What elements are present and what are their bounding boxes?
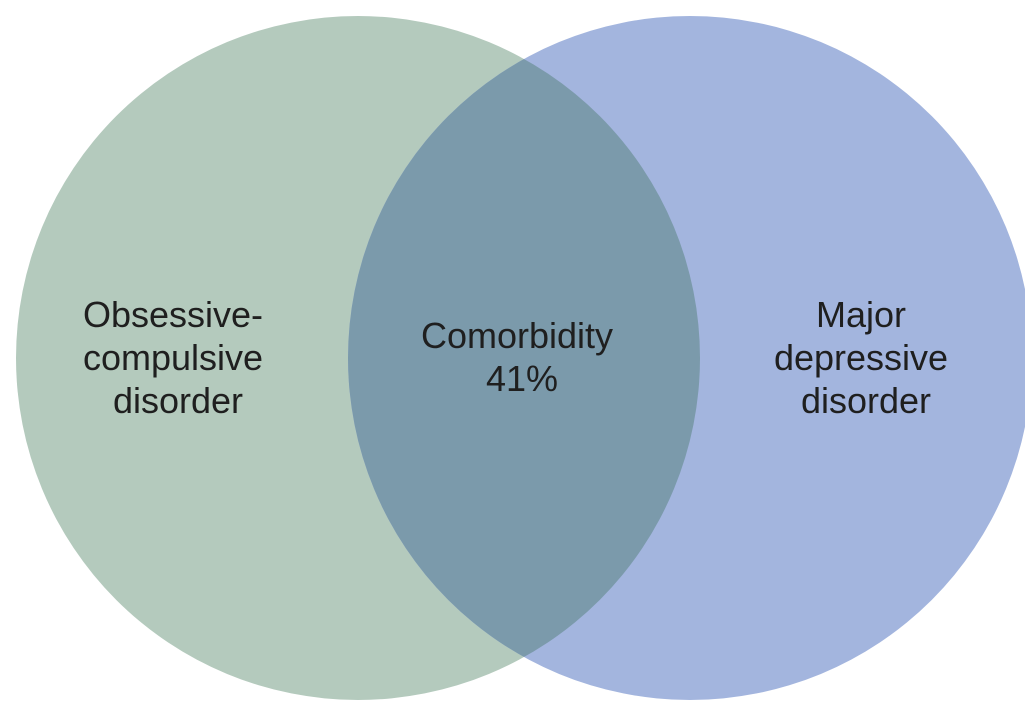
ocd-label-line-2: compulsive (83, 337, 263, 378)
comorbidity-label: Comorbidity 41% (421, 315, 623, 399)
comorbidity-overlap (348, 16, 700, 700)
mdd-label: Major depressive disorder (774, 294, 958, 421)
comorbidity-label-line-1: Comorbidity (421, 315, 613, 356)
ocd-label-line-1: Obsessive- (83, 294, 263, 335)
ocd-label-line-3: disorder (113, 380, 243, 421)
comorbidity-percentage: 41% (486, 358, 558, 399)
mdd-label-line-1: Major (816, 294, 906, 335)
mdd-label-line-2: depressive (774, 337, 948, 378)
ocd-label: Obsessive- compulsive disorder (83, 294, 273, 421)
mdd-label-line-3: disorder (801, 380, 931, 421)
